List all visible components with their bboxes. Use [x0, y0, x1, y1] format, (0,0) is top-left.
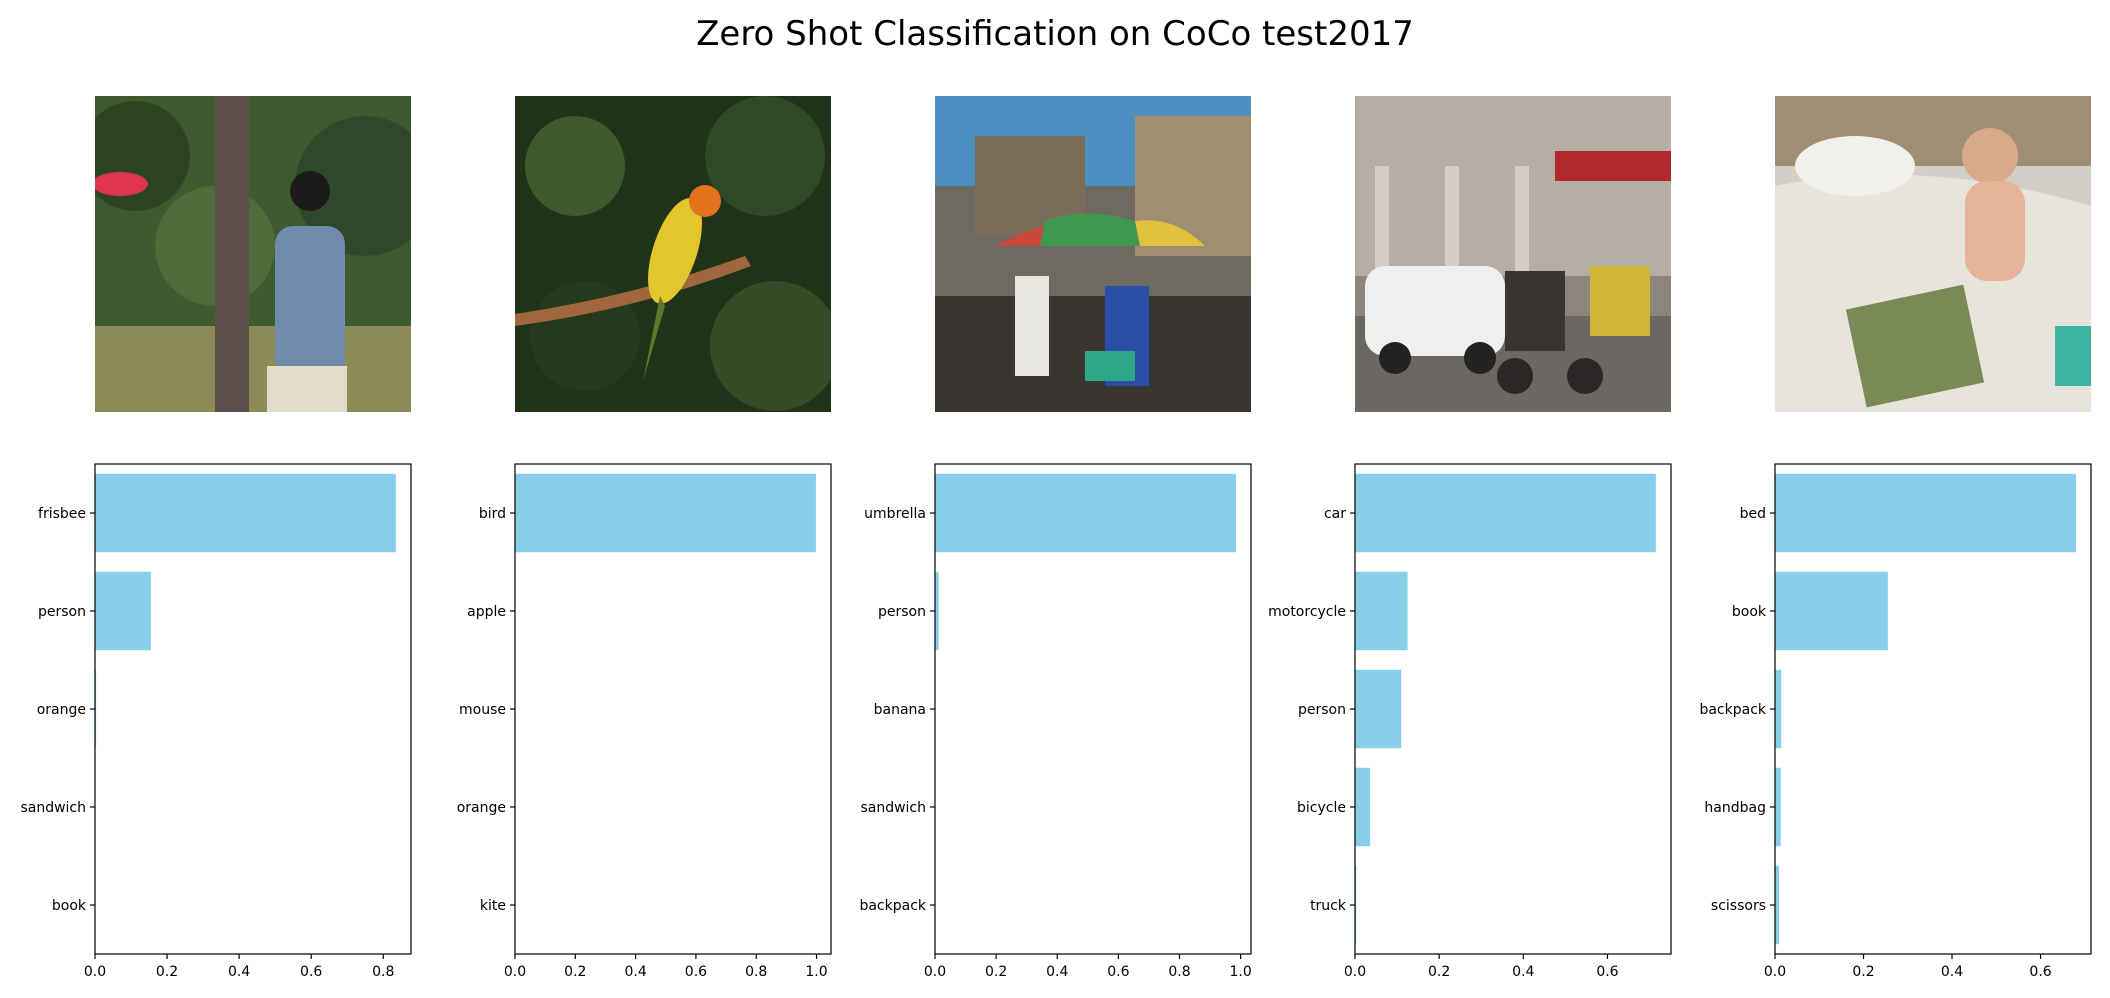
x-tick-label: 1.0	[1229, 964, 1251, 980]
x-tick-label: 0.6	[1107, 964, 1129, 980]
x-tick-label: 0.6	[2029, 964, 2051, 980]
bar	[95, 473, 396, 553]
bar	[1775, 865, 1779, 945]
photo-street-market	[935, 96, 1251, 412]
x-tick-label: 0.6	[300, 964, 322, 980]
x-tick-label: 0.4	[1941, 964, 1963, 980]
y-tick-label: bed	[1740, 506, 1766, 522]
x-tick-label: 0.0	[1764, 964, 1786, 980]
bar	[1355, 571, 1408, 651]
y-tick-label: orange	[457, 800, 506, 816]
x-tick-label: 0.0	[504, 964, 526, 980]
x-tick-label: 0.2	[1428, 964, 1450, 980]
axes-frame	[1354, 463, 1672, 955]
y-tick-label: scissors	[1711, 898, 1766, 914]
y-tick-label: car	[1324, 506, 1346, 522]
bar	[935, 473, 1237, 553]
y-tick-label: backpack	[859, 898, 926, 914]
bar	[1355, 865, 1357, 945]
y-tick-label: apple	[467, 604, 506, 620]
figure-title: Zero Shot Classification on CoCo test201…	[696, 14, 1414, 54]
bar	[1775, 571, 1888, 651]
photo-traffic	[1355, 96, 1671, 412]
x-tick-label: 0.2	[156, 964, 178, 980]
bar	[1355, 473, 1656, 553]
axes-frame	[1774, 463, 2092, 955]
bar-chart-1: frisbee person orange sandwich book 0.0 0.2 0.4…	[20, 463, 412, 980]
x-tick-label: 0.8	[1168, 964, 1190, 980]
photo-frisbee-player	[95, 96, 411, 412]
x-tick-label: 0.8	[372, 964, 394, 980]
bar	[515, 473, 816, 553]
bar	[1775, 669, 1782, 749]
bar-chart-2: bird apple mouse orange kite 0.0 0.2 0.4 0.6 0.8 1…	[457, 463, 832, 980]
y-tick-label: frisbee	[38, 506, 86, 522]
bar	[1775, 767, 1781, 847]
x-tick-label: 0.4	[624, 964, 646, 980]
x-tick-label: 0.2	[985, 964, 1007, 980]
y-tick-label: banana	[874, 702, 926, 718]
x-tick-label: 0.4	[1512, 964, 1534, 980]
axes-frame	[514, 463, 832, 955]
x-tick-label: 0.2	[564, 964, 586, 980]
y-tick-label: handbag	[1704, 800, 1766, 816]
y-tick-label: umbrella	[864, 506, 926, 522]
y-tick-label: book	[1732, 604, 1767, 620]
bar-chart-5: bed book backpack handbag scissors 0.0 0.2 0.4 0…	[1699, 463, 2092, 980]
bar-chart-4: car motorcycle person bicycle truck 0.0 0.2 0.4…	[1268, 463, 1672, 980]
bar	[1355, 669, 1402, 749]
x-tick-label: 0.6	[685, 964, 707, 980]
bar	[1775, 473, 2076, 553]
y-tick-label: person	[38, 604, 86, 620]
y-tick-label: person	[878, 604, 926, 620]
bar-chart-3: umbrella person banana sandwich backpack 0.0 0…	[859, 463, 1252, 980]
y-tick-label: kite	[480, 898, 506, 914]
y-tick-label: backpack	[1699, 702, 1766, 718]
photo-parrot	[515, 96, 831, 412]
y-tick-label: sandwich	[20, 800, 86, 816]
y-tick-label: sandwich	[860, 800, 926, 816]
y-tick-label: bicycle	[1297, 800, 1346, 816]
x-tick-label: 0.4	[228, 964, 250, 980]
photo-baby-on-bed	[1775, 96, 2091, 412]
x-tick-label: 0.0	[84, 964, 106, 980]
x-tick-label: 1.0	[805, 964, 827, 980]
axes-frame	[934, 463, 1252, 955]
axes-frame	[94, 463, 412, 955]
bar	[935, 571, 939, 651]
x-tick-label: 0.0	[1344, 964, 1366, 980]
x-tick-label: 0.4	[1046, 964, 1068, 980]
bar	[95, 571, 151, 651]
y-tick-label: truck	[1310, 898, 1347, 914]
y-tick-label: person	[1298, 702, 1346, 718]
x-tick-label: 0.2	[1852, 964, 1874, 980]
x-tick-label: 0.8	[745, 964, 767, 980]
y-tick-label: bird	[479, 506, 506, 522]
bar	[1355, 767, 1371, 847]
x-tick-label: 0.6	[1596, 964, 1618, 980]
y-tick-label: book	[52, 898, 87, 914]
y-tick-label: orange	[37, 702, 86, 718]
x-tick-label: 0.0	[924, 964, 946, 980]
y-tick-label: motorcycle	[1268, 604, 1346, 620]
y-tick-label: mouse	[459, 702, 506, 718]
